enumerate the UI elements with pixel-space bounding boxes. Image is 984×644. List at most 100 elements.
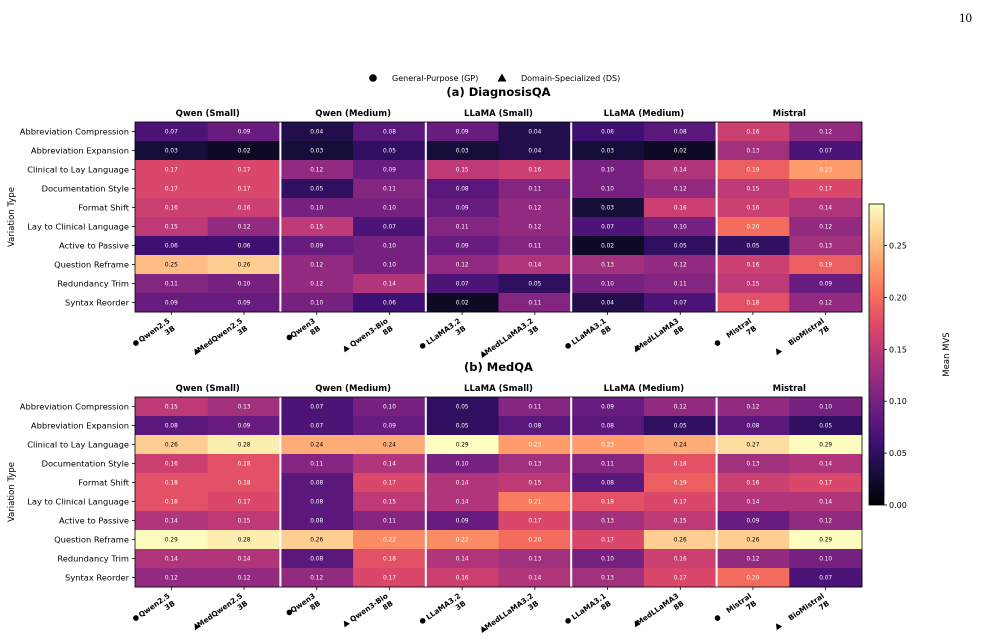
heatmap-cell [353,217,427,237]
heatmap-cell [207,549,281,569]
heatmap-cell [135,511,209,531]
cell-value-label: 0.12 [819,130,832,136]
cell-value-label: 0.16 [674,557,687,563]
cell-value-label: 0.12 [674,405,687,411]
heatmap-cell [789,293,863,313]
y-axis-label: Variation Type [7,187,17,247]
row-label: Documentation Style [42,459,129,469]
heatmap-cell [425,255,499,275]
column-label: LLaMA3.23B [419,316,468,349]
cell-value-label: 0.08 [456,187,469,193]
cell-value-label: 0.14 [383,462,396,468]
cell-value-label: 0.14 [819,500,832,506]
heatmap-cell [425,141,499,161]
heatmap-cell [789,397,863,417]
cell-value-label: 0.05 [456,424,469,430]
cell-value-label: 0.15 [674,519,687,525]
cell-value-label: 0.12 [674,263,687,269]
cell-value-label: 0.03 [310,149,323,155]
heatmap-cell [643,397,717,417]
cell-value-label: 0.18 [165,500,178,506]
cell-value-label: 0.07 [310,424,323,430]
cell-value-label: 0.09 [310,244,323,250]
row-label: Lay to Clinical Language [27,222,129,232]
cell-value-label: 0.17 [383,576,396,582]
heatmap-cell [135,435,209,455]
cell-value-label: 0.19 [674,481,687,487]
cell-value-label: 0.17 [165,168,178,174]
cell-value-label: 0.11 [383,187,396,193]
heatmap-cell [207,236,281,256]
cell-value-label: 0.08 [383,130,396,136]
cell-value-label: 0.07 [819,149,832,155]
ds-triangle-marker [194,623,201,631]
heatmap-cell [571,198,645,218]
cell-value-label: 0.12 [456,263,469,269]
cell-value-label: 0.12 [310,576,323,582]
ds-triangle-marker [775,623,783,631]
cell-value-label: 0.12 [238,225,251,231]
heatmap-cell [498,274,572,294]
cell-value-label: 0.12 [674,187,687,193]
cell-value-label: 0.04 [601,301,614,307]
colorbar-tick-label: 0.05 [889,449,907,458]
cell-value-label: 0.20 [746,225,759,231]
row-label: Abbreviation Expansion [31,146,129,156]
heatmap-cell [498,416,572,436]
row-label: Clinical to Lay Language [27,440,129,450]
heatmap-cell [353,454,427,474]
heatmap-cell [425,416,499,436]
heatmap-cell [353,122,427,142]
cell-value-label: 0.11 [383,519,396,525]
cell-value-label: 0.16 [746,206,759,212]
cell-value-label: 0.26 [165,443,178,449]
page-number: 10 [959,10,972,25]
cell-value-label: 0.10 [383,244,396,250]
cell-value-label: 0.04 [528,149,541,155]
heatmap-cell [353,141,427,161]
cell-value-label: 0.15 [746,282,759,288]
heatmap-cell [789,160,863,180]
cell-value-label: 0.26 [746,538,759,544]
cell-value-label: 0.09 [456,244,469,250]
heatmap-cell [207,122,281,142]
row-label: Redundancy Trim [57,279,129,289]
heatmap-cell [571,141,645,161]
heatmap-cell [280,473,354,493]
cell-value-label: 0.15 [165,225,178,231]
heatmap-cell [207,435,281,455]
heatmap-cell [643,122,717,142]
cell-value-label: 0.09 [165,301,178,307]
cell-value-label: 0.14 [674,168,687,174]
cell-value-label: 0.12 [310,263,323,269]
cell-value-label: 0.05 [674,424,687,430]
cell-value-label: 0.17 [528,519,541,525]
cell-value-label: 0.06 [165,244,178,250]
heatmap-cell [280,274,354,294]
cell-value-label: 0.10 [819,405,832,411]
heatmap-cell [789,274,863,294]
heatmap-cell [789,492,863,512]
cell-value-label: 0.26 [238,263,251,269]
cell-value-label: 0.16 [238,206,251,212]
cell-value-label: 0.12 [238,576,251,582]
heatmap-cell [207,473,281,493]
cell-value-label: 0.12 [819,519,832,525]
cell-value-label: 0.05 [310,187,323,193]
heatmap-cell [135,492,209,512]
heatmap-cell [498,255,572,275]
column-label: LLaMA3.18B [565,591,613,624]
heatmap-cell [207,416,281,436]
cell-value-label: 0.16 [528,168,541,174]
cell-value-label: 0.10 [601,557,614,563]
heatmap-cell [789,141,863,161]
cell-value-label: 0.07 [456,282,469,288]
cell-value-label: 0.02 [456,301,469,307]
cell-value-label: 0.14 [238,557,251,563]
heatmap-cell [716,454,790,474]
heatmap-cell [789,511,863,531]
heatmap-panel-diagnosisqa: (a) DiagnosisQA Qwen (Small) Qwen (Medium)… [7,85,863,359]
